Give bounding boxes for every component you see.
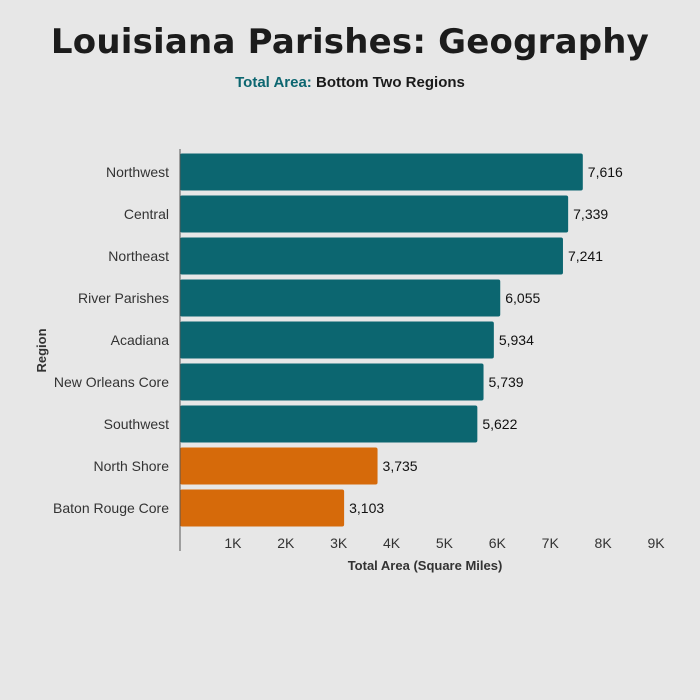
bar-river-parishes (180, 279, 501, 317)
category-label-baton-rouge-core: Baton Rouge Core (53, 500, 169, 516)
bar-baton-rouge-core (180, 489, 345, 527)
bar-new-orleans-core (180, 363, 484, 401)
bar-northeast (180, 237, 563, 275)
x-tick-label: 4K (383, 535, 401, 551)
value-label-central: 7,339 (573, 206, 608, 222)
value-label-river-parishes: 6,055 (505, 290, 540, 306)
subtitle-highlight: Total Area: (235, 74, 312, 91)
x-tick-labels: 1K 2K 3K 4K 5K 6K 7K 8K 9K (224, 535, 665, 551)
value-label-acadiana: 5,934 (499, 332, 534, 348)
bar-north-shore (180, 447, 378, 485)
x-tick-label: 9K (647, 535, 665, 551)
chart-title: Louisiana Parishes: Geography (50, 22, 650, 62)
category-label-north-shore: North Shore (94, 458, 170, 474)
category-label-southwest: Southwest (104, 416, 169, 432)
category-label-acadiana: Acadiana (111, 332, 170, 348)
x-tick-label: 2K (277, 535, 295, 551)
labels-layer: Northwest 7,616 Central 7,339 Northeast 7,241… (53, 164, 623, 516)
x-axis-title: Total Area (Square Miles) (348, 558, 503, 573)
value-label-southwest: 5,622 (482, 416, 517, 432)
x-tick-label: 3K (330, 535, 348, 551)
x-tick-label: 6K (489, 535, 507, 551)
y-axis-title: Region (34, 328, 49, 372)
chart-subtitle: Total Area: Bottom Two Regions (0, 74, 700, 91)
bar-acadiana (180, 321, 494, 359)
category-label-new-orleans-core: New Orleans Core (54, 374, 169, 390)
x-tick-label: 8K (595, 535, 613, 551)
value-label-new-orleans-core: 5,739 (489, 374, 524, 390)
value-label-northeast: 7,241 (568, 248, 603, 264)
category-label-northwest: Northwest (106, 164, 169, 180)
value-label-northwest: 7,616 (588, 164, 623, 180)
x-tick-label: 1K (224, 535, 242, 551)
subtitle-rest: Bottom Two Regions (315, 74, 465, 91)
bars-layer (180, 153, 583, 527)
category-label-northeast: Northeast (108, 248, 169, 264)
x-tick-label: 7K (542, 535, 560, 551)
value-label-north-shore: 3,735 (383, 458, 418, 474)
bar-central (180, 195, 569, 233)
category-label-central: Central (124, 206, 169, 222)
category-label-river-parishes: River Parishes (78, 290, 169, 306)
bar-northwest (180, 153, 583, 191)
value-label-baton-rouge-core: 3,103 (349, 500, 384, 516)
bar-southwest (180, 405, 478, 443)
x-tick-label: 5K (436, 535, 454, 551)
